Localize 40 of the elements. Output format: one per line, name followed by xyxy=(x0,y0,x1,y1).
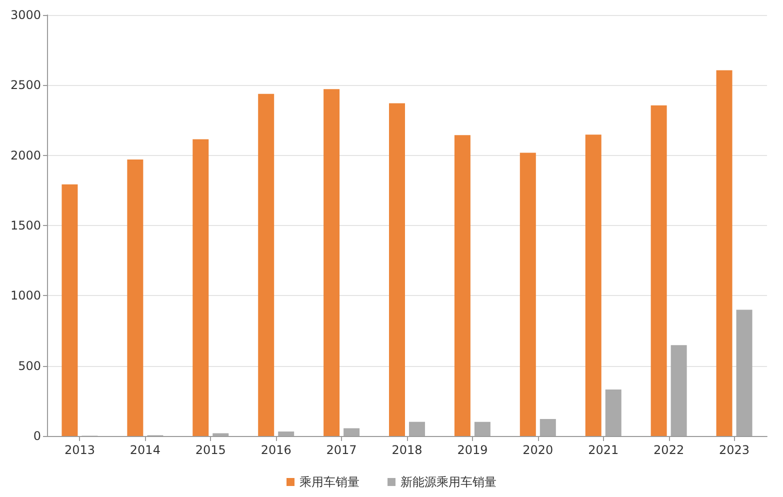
y-tick-label: 0 xyxy=(33,429,41,443)
x-tick-label: 2017 xyxy=(326,443,357,457)
bar xyxy=(454,135,470,436)
x-tick-label: 2023 xyxy=(719,443,750,457)
bar xyxy=(127,160,144,436)
bar xyxy=(278,432,294,436)
x-tick-label: 2016 xyxy=(260,443,292,457)
y-tick-label: 2000 xyxy=(10,148,41,162)
bar xyxy=(670,345,687,436)
y-tick-label: 1500 xyxy=(10,218,41,232)
bar xyxy=(324,89,340,436)
x-tick-label: 2013 xyxy=(64,443,95,457)
y-tick-label: 3000 xyxy=(10,8,41,22)
bar xyxy=(474,422,490,436)
bar xyxy=(605,390,622,436)
bar xyxy=(650,105,667,436)
x-tick-label: 2018 xyxy=(392,443,422,457)
y-tick-label: 500 xyxy=(18,358,41,373)
legend-label: 乘用车销量 xyxy=(300,475,360,489)
bar xyxy=(258,94,274,436)
x-tick-label: 2014 xyxy=(130,443,160,457)
x-tick-label: 2019 xyxy=(457,443,488,457)
bar xyxy=(736,310,752,436)
bar xyxy=(212,433,229,436)
x-tick-label: 2020 xyxy=(522,443,554,457)
bar xyxy=(520,152,536,436)
y-tick-label: 1000 xyxy=(10,288,41,303)
bar xyxy=(62,184,78,436)
y-tick-label: 2500 xyxy=(10,78,41,92)
bar xyxy=(192,139,209,436)
bar xyxy=(389,103,405,436)
bar xyxy=(344,428,360,436)
x-tick-label: 2015 xyxy=(195,443,226,457)
bar xyxy=(540,419,556,436)
bar xyxy=(409,422,425,436)
bar xyxy=(585,134,602,436)
bar xyxy=(716,70,732,436)
x-tick-label: 2022 xyxy=(654,443,684,457)
x-tick-label: 2021 xyxy=(588,443,619,457)
legend-label: 新能源乘用车销量 xyxy=(400,475,496,489)
